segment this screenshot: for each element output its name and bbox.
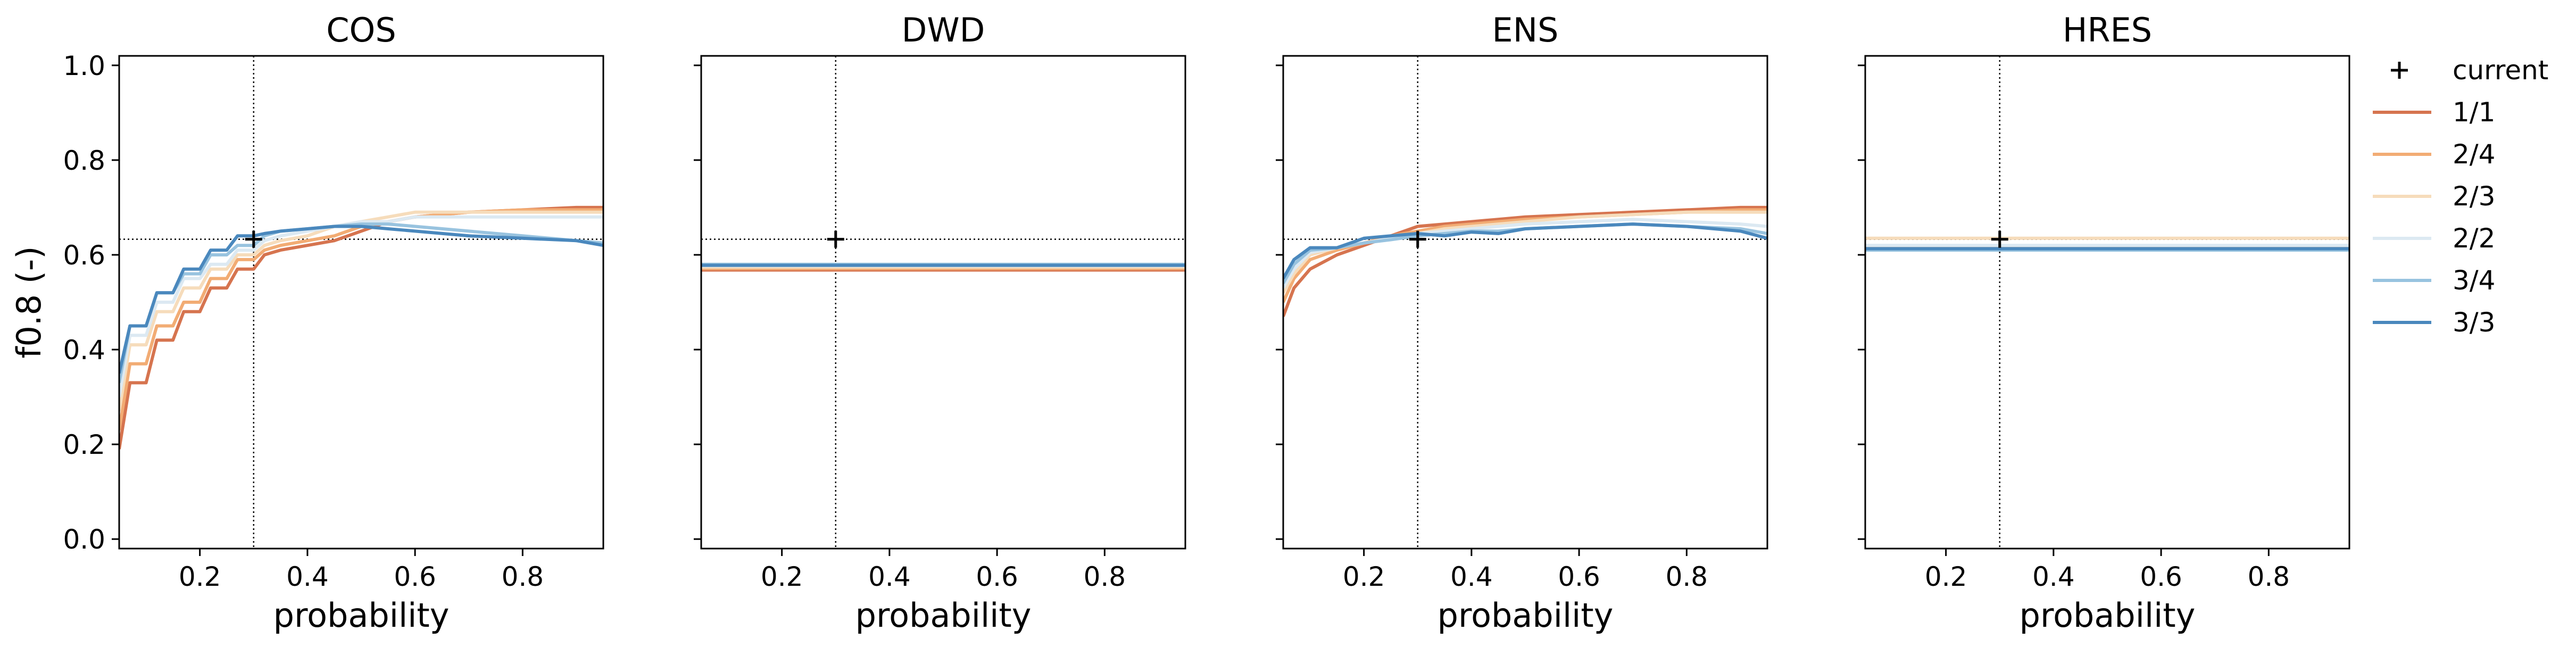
x-axis-label: probability: [1437, 596, 1614, 635]
plot-frame: [700, 55, 1186, 550]
x-tick-label: 0.6: [976, 561, 1018, 592]
legend-label: 3/4: [2453, 265, 2495, 296]
x-tick-label: 0.8: [1084, 561, 1126, 592]
current-marker: [1409, 230, 1426, 248]
x-axis-label: probability: [273, 596, 450, 635]
legend-current-marker: [2391, 62, 2408, 79]
x-tick-label: 0.6: [1558, 561, 1600, 592]
series-line-3-3: [119, 225, 603, 374]
x-axis-label: probability: [2020, 596, 2196, 635]
series-group: [1865, 236, 2349, 252]
panel-ens: 0.2 0.4 0.6 0.8 ENS probability: [1276, 11, 1768, 635]
x-tick-label: 0.2: [1925, 561, 1967, 592]
y-tick-label: 0.0: [63, 524, 105, 555]
y-tick-label: 0.6: [63, 240, 105, 271]
x-tick-label: 0.8: [502, 561, 544, 592]
x-tick-label: 0.2: [179, 561, 221, 592]
panel-title: HRES: [2063, 11, 2152, 49]
panel-dwd: 0.2 0.4 0.6 0.8 DWD probability: [694, 11, 1186, 635]
series-line-1-1: [119, 205, 603, 450]
series-group: [701, 262, 1185, 272]
series-line-2-3: [119, 210, 603, 412]
plot-frame: [1282, 55, 1768, 550]
legend-label: 2/3: [2453, 181, 2495, 212]
x-tick-label: 0.6: [394, 561, 436, 592]
y-tick-label: 0.2: [63, 429, 105, 460]
x-tick-label: 0.2: [1343, 561, 1385, 592]
series-group: [1283, 205, 1767, 317]
x-tick-label: 0.8: [2248, 561, 2290, 592]
x-tick-label: 0.4: [286, 561, 329, 592]
legend: current 1/1 2/4 2/3 2/2 3/4 3/3: [2373, 55, 2548, 338]
series-line-1-1: [1283, 205, 1767, 317]
series-group: [119, 205, 603, 450]
current-marker: [245, 230, 262, 248]
panel-title: DWD: [902, 11, 985, 49]
y-axis-label: f0.8 (-): [10, 246, 48, 359]
plot-frame: [118, 55, 604, 550]
legend-label: 1/1: [2453, 97, 2495, 128]
series-line-2-2: [119, 215, 603, 397]
series-line-2-4: [119, 208, 603, 430]
legend-label: 3/3: [2453, 307, 2495, 338]
y-tick-label: 1.0: [63, 51, 105, 81]
current-marker: [827, 230, 844, 248]
legend-label: 2/4: [2453, 139, 2495, 170]
x-tick-label: 0.4: [1450, 561, 1493, 592]
legend-label-current: current: [2453, 55, 2548, 86]
plot-frame: [1864, 55, 2350, 550]
panel-title: COS: [326, 11, 396, 49]
y-tick-label: 0.4: [63, 335, 105, 366]
x-tick-label: 0.4: [2032, 561, 2075, 592]
x-tick-label: 0.8: [1666, 561, 1708, 592]
x-tick-label: 0.2: [761, 561, 803, 592]
panel-title: ENS: [1492, 11, 1559, 49]
panel-cos: 0.2 0.4 0.6 0.8 0.0 0.2 0.4 0.6 0.8 1.0 COS probabi…: [63, 11, 604, 635]
series-line-3-3: [1283, 222, 1767, 279]
series-line-3-4: [1283, 222, 1767, 284]
y-tick-label: 0.8: [63, 145, 105, 176]
x-tick-label: 0.6: [2140, 561, 2182, 592]
legend-label: 2/2: [2453, 223, 2495, 254]
panel-hres: 0.2 0.4 0.6 0.8 HRES probability: [1858, 11, 2350, 635]
current-marker: [1991, 230, 2008, 248]
x-axis-label: probability: [855, 596, 1032, 635]
x-tick-label: 0.4: [868, 561, 911, 592]
